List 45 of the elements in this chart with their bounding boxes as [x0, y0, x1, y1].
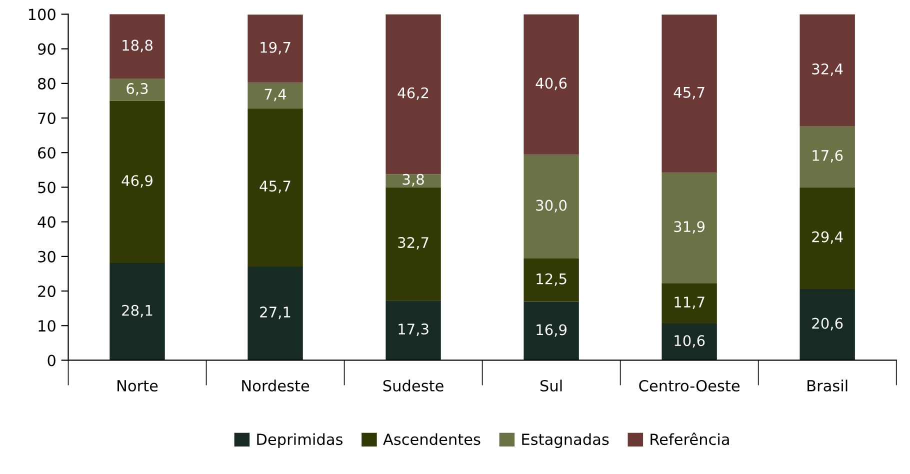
data-label: 32,4	[812, 63, 843, 76]
data-label: 29,4	[812, 231, 843, 244]
data-label: 7,4	[264, 88, 286, 102]
data-label: 45,7	[260, 180, 290, 194]
data-label: 19,7	[260, 42, 290, 54]
data-label: 6,3	[126, 83, 148, 96]
data-label: 46,9	[122, 175, 152, 188]
x-tick-label: Sul	[540, 380, 562, 392]
legend-label: Ascendentes	[383, 433, 480, 446]
y-tick-label: 0	[48, 354, 56, 366]
data-label: 31,9	[674, 221, 705, 234]
data-label: 11,7	[674, 296, 704, 310]
y-tick-label: 90	[38, 43, 56, 55]
y-tick-label: 40	[38, 216, 56, 228]
y-tick-label: 100	[28, 8, 56, 20]
data-label: 3,8	[402, 174, 424, 186]
y-tick-label: 20	[38, 286, 56, 298]
x-tick-label: Norte	[118, 380, 158, 392]
data-label: 12,5	[536, 273, 566, 286]
y-tick-label: 60	[38, 147, 56, 159]
x-tick-label: Sudeste	[383, 380, 444, 392]
data-label: 28,1	[122, 304, 152, 318]
x-tick-label: Nordeste	[242, 380, 310, 392]
data-label: 20,6	[812, 318, 843, 330]
data-label: 30,0	[536, 200, 567, 212]
legend-label: Estagnadas	[522, 433, 609, 448]
data-label: 40,6	[536, 78, 567, 90]
data-label: 45,7	[674, 87, 704, 100]
legend-label: Deprimidas	[257, 433, 342, 448]
y-tick-label: 80	[38, 78, 56, 90]
data-label: 17,6	[812, 150, 843, 162]
y-tick-label: 30	[38, 250, 56, 262]
data-label: 16,9	[536, 324, 567, 337]
x-tick-label: Brasil	[808, 380, 848, 392]
y-tick-label: 70	[38, 112, 56, 124]
data-label: 10,6	[674, 335, 705, 348]
x-tick-label: Centro-Oeste	[639, 380, 740, 392]
y-tick-label: 10	[38, 320, 56, 332]
data-label: 17,3	[398, 324, 428, 336]
data-label: 46,2	[398, 87, 428, 100]
y-tick-label: 50	[38, 182, 56, 194]
data-label: 27,1	[260, 306, 290, 320]
legend-label: Referência	[650, 432, 729, 446]
data-label: 18,8	[122, 40, 152, 52]
data-label: 32,7	[398, 237, 428, 250]
